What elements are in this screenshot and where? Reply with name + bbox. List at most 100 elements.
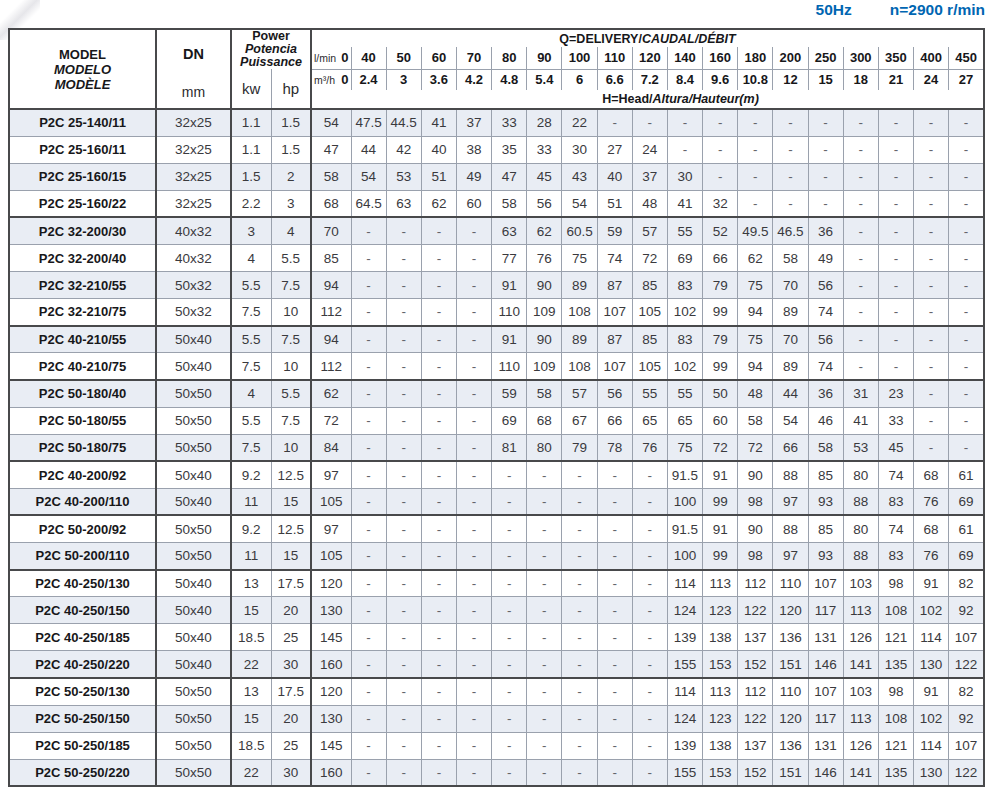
model-cell: P2C 25-160/11	[9, 136, 156, 163]
dn-cell: 50x50	[156, 732, 231, 759]
head-value-cell: -	[527, 705, 562, 732]
head-value-cell: 146	[808, 651, 843, 678]
head-value-cell: 108	[562, 353, 597, 380]
head-value-cell: 87	[597, 272, 632, 299]
dn-cell: 50x50	[156, 705, 231, 732]
head-value-cell: -	[949, 190, 984, 217]
head-value-cell: 61	[949, 515, 984, 542]
head-value-cell: 88	[773, 515, 808, 542]
head-value-cell: -	[597, 597, 632, 624]
head-value-cell: 63	[386, 190, 421, 217]
head-value-cell: 28	[527, 109, 562, 136]
head-value-cell: -	[878, 136, 913, 163]
head-value-cell: -	[421, 217, 456, 244]
head-value-cell: 130	[311, 705, 351, 732]
head-value-cell: 91	[703, 461, 738, 488]
head-value-cell: -	[351, 624, 386, 651]
head-value-cell: -	[632, 678, 667, 705]
kw-cell: 1.5	[231, 163, 271, 190]
head-value-cell: 77	[492, 244, 527, 271]
dn-cell: 50x40	[156, 597, 231, 624]
head-value-cell: 91	[492, 272, 527, 299]
head-value-cell: -	[421, 434, 456, 461]
head-value-cell: 33	[492, 109, 527, 136]
hp-cell: 10	[271, 353, 311, 380]
head-value-cell: 90	[738, 461, 773, 488]
head-value-cell: -	[597, 488, 632, 515]
head-value-cell: 67	[562, 407, 597, 434]
head-value-cell: 92	[949, 705, 984, 732]
head-value-cell: 63	[492, 217, 527, 244]
head-value-cell: 57	[562, 380, 597, 407]
head-value-cell: -	[351, 272, 386, 299]
head-value-cell: -	[386, 705, 421, 732]
head-value-cell: 126	[843, 732, 878, 759]
head-value-cell: -	[562, 597, 597, 624]
lmin-value-cell: 350	[878, 47, 913, 69]
head-value-cell: -	[597, 461, 632, 488]
hp-cell: 1.5	[271, 109, 311, 136]
table-row: P2C 40-200/9250x409.212.597---------91.5…	[9, 461, 984, 488]
dn-column-header: DN mm	[156, 29, 231, 109]
dn-cell: 50x50	[156, 434, 231, 461]
head-value-cell: -	[386, 597, 421, 624]
table-row: P2C 50-200/11050x501115105---------10099…	[9, 543, 984, 570]
head-value-cell: 58	[808, 434, 843, 461]
head-value-cell: 74	[597, 244, 632, 271]
head-value-cell: 102	[914, 705, 949, 732]
head-value-cell: 72	[311, 407, 351, 434]
head-value-cell: -	[386, 543, 421, 570]
model-cell: P2C 50-200/92	[9, 515, 156, 542]
lmin-value-cell: 400	[914, 47, 949, 69]
head-value-cell: 66	[597, 407, 632, 434]
head-value-cell: -	[456, 461, 491, 488]
head-value-cell: -	[632, 597, 667, 624]
head-value-cell: 113	[703, 570, 738, 597]
head-value-cell: 37	[456, 109, 491, 136]
head-value-cell: 131	[808, 624, 843, 651]
head-value-cell: -	[562, 488, 597, 515]
table-row: P2C 40-250/18550x4018.525145---------139…	[9, 624, 984, 651]
head-value-cell: 91	[914, 678, 949, 705]
head-value-cell: 90	[527, 272, 562, 299]
head-value-cell: -	[597, 624, 632, 651]
head-value-cell: 75	[562, 244, 597, 271]
head-value-cell: -	[878, 244, 913, 271]
kw-cell: 5.5	[231, 272, 271, 299]
model-cell: P2C 25-140/11	[9, 109, 156, 136]
table-row: P2C 25-140/1132x251.11.55447.544.5413733…	[9, 109, 984, 136]
head-value-cell: 76	[527, 244, 562, 271]
head-value-cell: -	[914, 407, 949, 434]
head-value-cell: 137	[738, 624, 773, 651]
head-value-cell: 99	[703, 353, 738, 380]
head-value-cell: 33	[527, 136, 562, 163]
kw-cell: 7.5	[231, 434, 271, 461]
head-value-cell: 91	[703, 515, 738, 542]
head-value-cell: 59	[597, 217, 632, 244]
head-value-cell: 120	[773, 597, 808, 624]
hp-cell: 7.5	[271, 326, 311, 353]
dn-cell: 50x50	[156, 515, 231, 542]
head-value-cell: -	[949, 407, 984, 434]
head-value-cell: -	[421, 732, 456, 759]
head-value-cell: 89	[773, 299, 808, 326]
head-value-cell: 76	[632, 434, 667, 461]
head-value-cell: -	[386, 217, 421, 244]
head-value-cell: 53	[843, 434, 878, 461]
table-row: P2C 40-200/11050x401115105---------10099…	[9, 488, 984, 515]
head-value-cell: 112	[311, 353, 351, 380]
kw-cell: 18.5	[231, 732, 271, 759]
head-value-cell: -	[421, 461, 456, 488]
head-value-cell: -	[421, 515, 456, 542]
head-value-cell: 85	[632, 272, 667, 299]
head-value-cell: -	[914, 244, 949, 271]
hp-cell: 10	[271, 299, 311, 326]
hp-cell: 3	[271, 190, 311, 217]
head-value-cell: 137	[738, 732, 773, 759]
head-value-cell: 75	[667, 434, 702, 461]
head-value-cell: -	[351, 515, 386, 542]
head-value-cell: 131	[808, 732, 843, 759]
dn-cell: 50x50	[156, 759, 231, 786]
head-value-cell: -	[843, 163, 878, 190]
table-row: P2C 32-200/4040x3245.585----777675747269…	[9, 244, 984, 271]
